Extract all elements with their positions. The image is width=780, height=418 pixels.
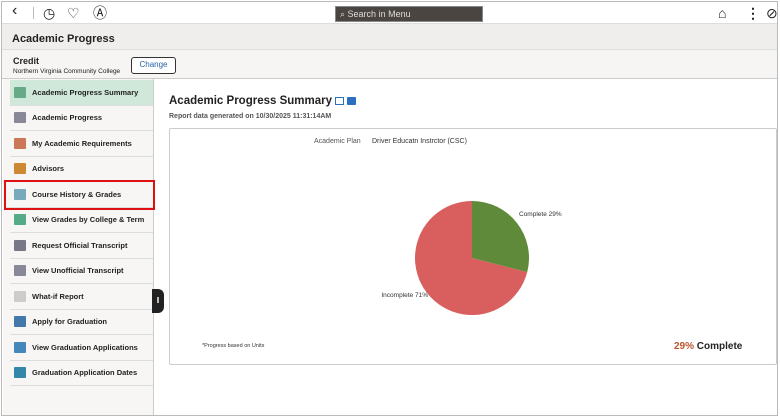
sidebar-item[interactable]: Advisors xyxy=(10,157,153,182)
sidebar-item-icon xyxy=(14,188,26,200)
divider xyxy=(33,7,34,19)
sidebar-item[interactable]: View Graduation Applications xyxy=(10,335,153,361)
percent-value: 29% xyxy=(674,341,695,352)
sidebar-item-label: Graduation Application Dates xyxy=(32,368,138,378)
sidebar-item[interactable]: Course History & Grades xyxy=(4,180,155,210)
sidebar-item-icon xyxy=(14,112,26,124)
accessibility-icon[interactable]: Ⓐ xyxy=(93,5,107,21)
back-icon[interactable]: ‹ xyxy=(12,2,18,19)
sidebar-item-label: Course History & Grades xyxy=(32,189,122,199)
sidebar-item[interactable]: Graduation Application Dates xyxy=(10,361,153,386)
sidebar-item-icon xyxy=(14,367,26,379)
sidebar-item-label: What-if Report xyxy=(32,291,84,301)
percent-suffix: Complete xyxy=(696,341,743,352)
academic-plan-value: Driver Educatn Instrctor (CSC) xyxy=(372,138,467,145)
sidebar-item-icon xyxy=(14,137,26,149)
sidebar-item-label: Request Official Transcript xyxy=(32,240,128,250)
sidebar-item[interactable]: View Unofficial Transcript xyxy=(10,259,153,284)
pie-slice-label: Complete 29% xyxy=(519,211,562,218)
progress-note: *Progress based on Units xyxy=(202,343,265,349)
pie-slice-label: Incomplete 71% xyxy=(381,292,428,299)
academic-plan-label: Academic Plan xyxy=(314,138,361,145)
sidebar-item-icon xyxy=(14,86,26,98)
pie-slice[interactable] xyxy=(415,201,528,315)
sidebar-item[interactable]: My Academic Requirements xyxy=(10,131,153,157)
sidebar-item-icon xyxy=(14,341,26,353)
more-options-icon[interactable]: ⋮ xyxy=(746,5,760,21)
top-bar: ‹ ◷ ♡ Ⓐ ⌕ Search in Menu ⌂ ⋮ ⊘ xyxy=(2,2,777,24)
sidebar-item-icon xyxy=(14,214,26,226)
main-heading: Academic Progress Summary xyxy=(169,95,356,107)
sidebar-item[interactable]: Academic Progress Summary xyxy=(10,80,153,106)
print-icon[interactable] xyxy=(347,96,356,105)
collapse-sidebar-handle[interactable]: ‖ xyxy=(152,289,164,313)
history-icon[interactable]: ◷ xyxy=(43,5,56,21)
change-button[interactable]: Change xyxy=(131,57,176,74)
sidebar-item[interactable]: What-if Report xyxy=(10,284,153,310)
search-placeholder: Search in Menu xyxy=(347,9,411,19)
sidebar-item[interactable]: Apply for Graduation xyxy=(10,310,153,335)
sidebar-item[interactable]: View Grades by College & Term xyxy=(10,208,153,233)
sidebar-item-label: View Unofficial Transcript xyxy=(32,266,124,276)
sidebar-item-icon xyxy=(14,265,26,277)
progress-card xyxy=(169,128,777,365)
sidebar-item-icon xyxy=(14,316,26,328)
home-icon[interactable]: ⌂ xyxy=(718,5,727,21)
sidebar xyxy=(3,79,154,415)
sidebar-item-label: Academic Progress xyxy=(32,113,103,123)
main-title: Academic Progress Summary xyxy=(169,95,332,107)
career-selector: Credit Northern Virginia Community Colle… xyxy=(2,50,777,79)
search-input[interactable]: ⌕ Search in Menu xyxy=(335,6,483,22)
sidebar-item-icon xyxy=(14,163,26,175)
sidebar-item-label: Academic Progress Summary xyxy=(32,87,139,97)
sidebar-item-label: My Academic Requirements xyxy=(32,138,132,148)
new-window-icon[interactable] xyxy=(335,96,344,105)
report-generated: Report data generated on 10/30/2025 11:3… xyxy=(169,113,332,120)
institution-name: Northern Virginia Community College xyxy=(13,68,121,75)
sidebar-item-label: View Grades by College & Term xyxy=(32,215,145,225)
pie-slice[interactable] xyxy=(472,201,529,273)
favorites-icon[interactable]: ♡ xyxy=(67,5,80,21)
nav-bar-icon[interactable]: ⊘ xyxy=(766,5,778,21)
percent-complete: 29% Complete xyxy=(674,341,742,352)
page-title: Academic Progress xyxy=(2,24,777,50)
sidebar-item-icon xyxy=(14,290,26,302)
sidebar-item-icon xyxy=(14,239,26,251)
sidebar-item-label: Apply for Graduation xyxy=(32,317,107,327)
sidebar-item[interactable]: Request Official Transcript xyxy=(10,233,153,259)
sidebar-item[interactable]: Academic Progress xyxy=(10,106,153,131)
career-label: Credit xyxy=(13,56,40,66)
sidebar-item-label: Advisors xyxy=(32,164,65,174)
sidebar-item-label: View Graduation Applications xyxy=(32,342,138,352)
